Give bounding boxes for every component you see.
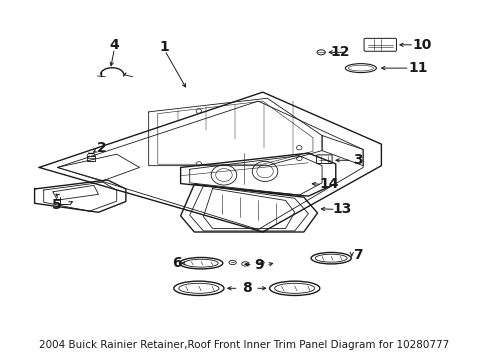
Text: 4: 4 — [109, 38, 119, 52]
Text: 2004 Buick Rainier Retainer,Roof Front Inner Trim Panel Diagram for 10280777: 2004 Buick Rainier Retainer,Roof Front I… — [40, 340, 448, 350]
Text: 13: 13 — [332, 202, 351, 216]
Text: 7: 7 — [352, 248, 362, 262]
Text: 11: 11 — [407, 61, 427, 75]
Text: 12: 12 — [330, 45, 349, 59]
Text: 14: 14 — [319, 177, 338, 191]
Text: 9: 9 — [254, 258, 264, 273]
Text: 5: 5 — [52, 198, 61, 212]
Text: 2: 2 — [97, 141, 107, 155]
Text: 8: 8 — [242, 281, 251, 295]
FancyBboxPatch shape — [363, 39, 396, 51]
Text: 3: 3 — [352, 153, 362, 167]
FancyBboxPatch shape — [316, 155, 331, 163]
Text: 1: 1 — [160, 40, 169, 54]
Text: 6: 6 — [172, 256, 182, 270]
Text: 10: 10 — [412, 38, 431, 52]
